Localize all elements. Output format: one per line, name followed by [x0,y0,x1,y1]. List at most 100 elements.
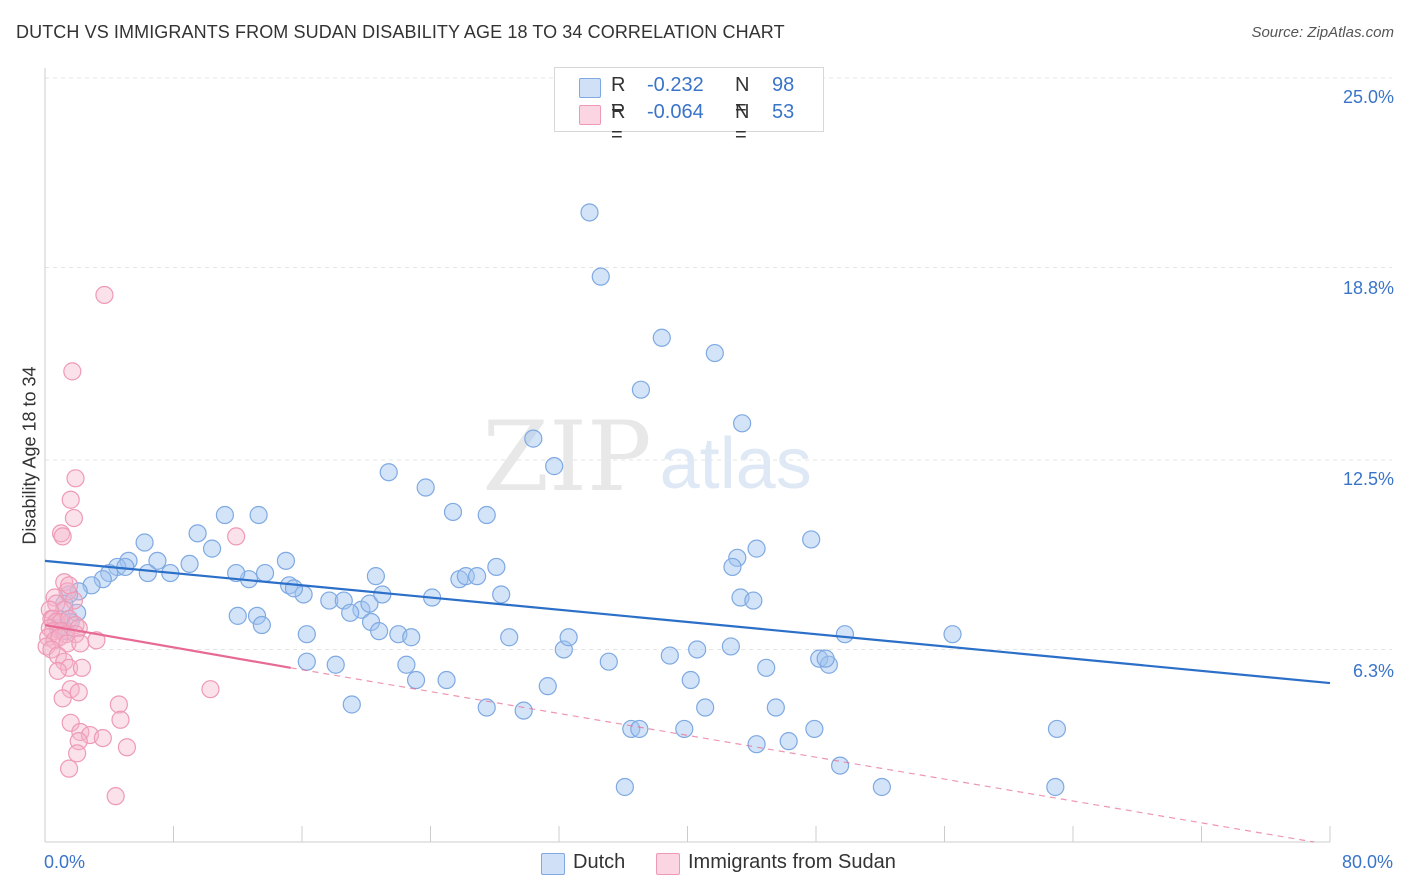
legend-r-label: R = [611,74,626,119]
dutch-point [721,637,740,656]
sudan-point [61,713,80,732]
sudan-point [61,490,80,509]
dutch-point [249,505,268,525]
sudan-point [111,710,130,729]
sudan-point [93,728,112,748]
sudan-point [117,738,137,757]
dutch-point [227,563,246,583]
y-axis-label: Disability Age 18 to 34 [19,366,40,545]
dutch-point [591,267,610,286]
dutch-point [747,539,766,558]
dutch-point [545,457,564,476]
dutch-point [397,655,416,674]
sudan-trend-line [44,623,291,669]
dutch-point [538,677,557,696]
sudan-point [59,658,79,677]
dutch-point [559,628,578,647]
sudan-point [59,759,79,778]
dutch-point [744,591,763,610]
dutch-point [615,777,634,797]
dutch-point [180,554,199,574]
legend-n-label: N = [735,74,750,119]
dutch-point [514,701,533,720]
sudan-point [109,695,128,714]
y-tick-label: 25.0% [1342,87,1394,107]
dutch-point [366,567,385,586]
sudan-point [53,527,72,546]
dutch-point [138,563,157,583]
dutch-point [1047,719,1067,739]
dutch-point [93,570,112,589]
dutch-point [524,429,543,448]
dutch-point [148,551,167,570]
dutch-point [320,591,339,610]
dutch-point [379,463,398,482]
dutch-point [342,695,361,714]
sudan-point [55,652,74,671]
dutch-point [631,380,651,399]
dutch-point [228,606,247,625]
dutch-point [766,698,785,717]
sudan-point [106,787,125,806]
sudan-point [95,285,114,305]
sudan-point [66,469,85,488]
dutch-point [406,670,426,690]
dutch-point [652,328,671,347]
sudan-point [72,658,92,677]
dutch-point [487,557,506,577]
dutch-point [599,652,618,671]
bottom-legend-label-dutch: Dutch [573,851,626,873]
sudan-point [53,689,72,708]
source-label: Source: ZipAtlas.com [1251,24,1394,41]
stats-legend: R = -0.232 N = 98 R = -0.064 N = 53 [554,67,824,146]
sudan-trend-line-extrapolated [290,667,1315,843]
dutch-point [341,603,360,622]
sudan-point [201,680,220,699]
dutch-point [135,533,154,552]
dutch-point [247,606,267,625]
dutch-point [443,502,463,522]
dutch-point [696,698,715,717]
dutch-point [370,622,389,641]
legend-n-label: N = [735,101,750,146]
dutch-point [477,698,496,717]
watermark-zip: ZIP [482,401,651,513]
sudan-point [69,683,88,702]
dutch-point [779,732,798,751]
dutch-point [492,585,511,604]
dutch-point [757,658,776,677]
legend-r-value: -0.064 [647,101,704,123]
dutch-point [728,548,747,567]
sudan-point [227,527,246,546]
dutch-point [1046,777,1065,797]
legend-n-value: 53 [772,101,795,123]
dutch-point [660,646,679,665]
bottom-legend-swatch-dutch [541,853,565,875]
dutch-point [830,756,850,775]
x-tick-label-min: 0.0% [44,852,86,872]
dutch-point [872,777,891,797]
bottom-legend-label-sudan: Immigrants from Sudan [688,851,896,873]
dutch-point [805,719,824,739]
dutch-point [467,567,487,586]
dutch-point [297,625,316,644]
dutch-point [252,615,271,635]
legend-swatch-dutch [579,78,601,98]
sudan-point [58,634,77,653]
dutch-point [276,551,296,570]
dutch-point [255,563,275,583]
dutch-point [675,719,694,739]
sudan-point [87,631,106,650]
dutch-point [733,414,752,433]
y-tick-label: 12.5% [1342,469,1394,489]
dutch-point [297,652,316,671]
sudan-point [48,661,67,680]
dutch-point [437,670,456,690]
y-tick-label: 6.3% [1352,661,1394,681]
dutch-point [326,655,345,674]
dutch-point [284,579,304,598]
dutch-point [202,539,222,558]
dutch-point [816,649,835,668]
sudan-point [63,362,82,381]
